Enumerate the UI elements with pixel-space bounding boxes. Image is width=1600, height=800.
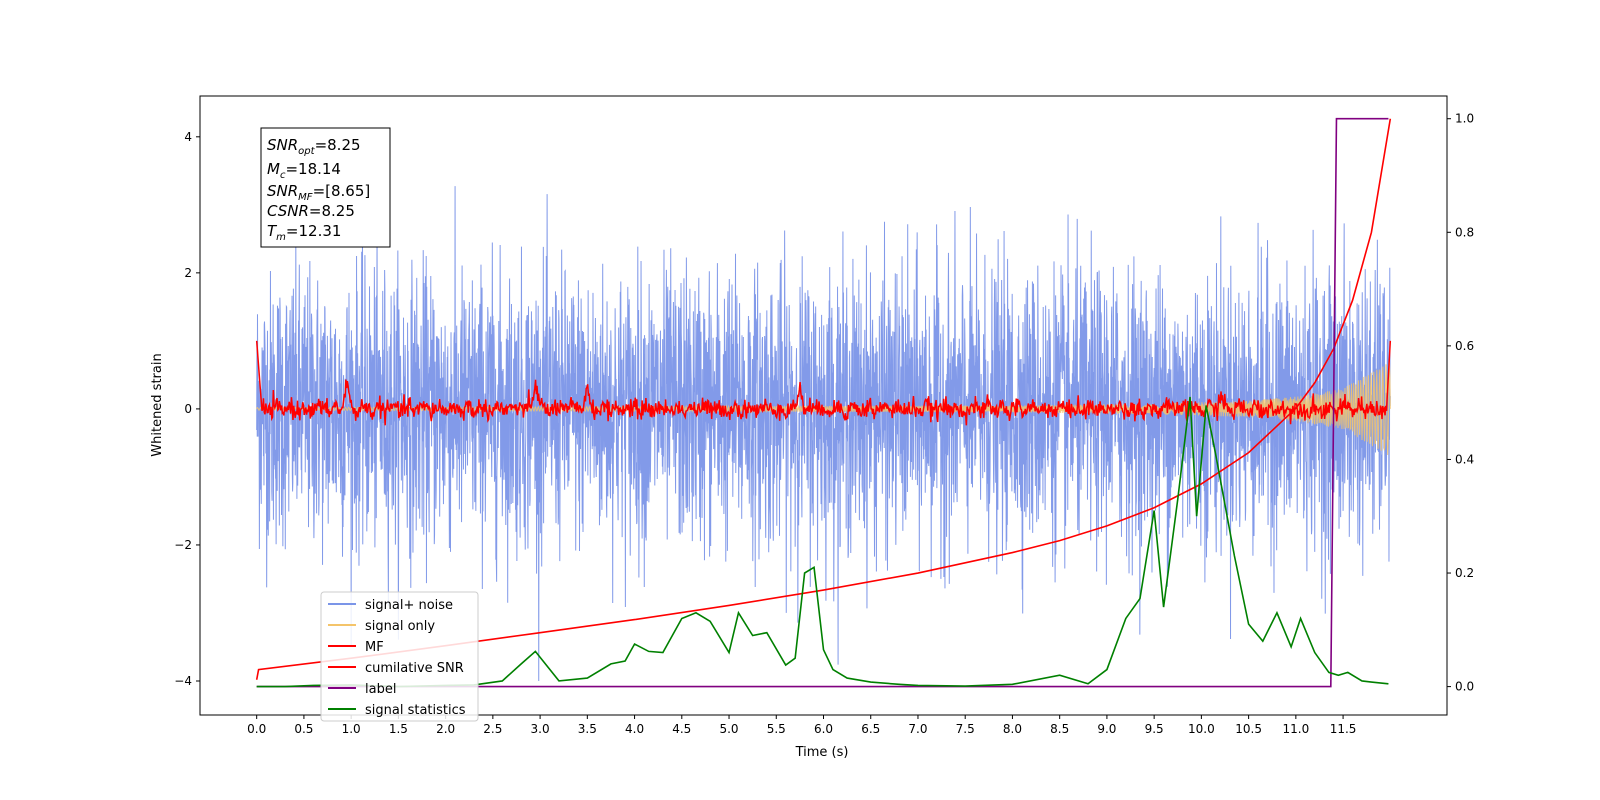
info-box-frame [260, 127, 391, 248]
legend-label-label: label [365, 682, 396, 697]
x-tick-label: 6.5 [861, 722, 880, 736]
x-tick-label: 0.0 [247, 722, 266, 736]
x-tick-label: 9.5 [1145, 722, 1164, 736]
x-tick-label: 11.5 [1330, 722, 1357, 736]
x-tick-label: 3.0 [531, 722, 550, 736]
y-tick-label: 0 [184, 402, 192, 416]
info-mc: Mc=18.14 [267, 160, 341, 181]
x-tick-label: 3.5 [578, 722, 597, 736]
x-tick-label: 11.0 [1282, 722, 1309, 736]
y2-tick-label: 0.4 [1455, 452, 1474, 466]
y-axis-left: −4 −2 0 2 4 [174, 130, 200, 688]
series-signal-statistics [256, 396, 1389, 688]
x-tick-label: 4.0 [625, 722, 644, 736]
legend-frame [320, 591, 479, 722]
y2-tick-label: 0.8 [1455, 225, 1474, 239]
x-tick-label: 7.5 [956, 722, 975, 736]
y-tick-label: −2 [174, 538, 192, 552]
x-tick-label: 6.0 [814, 722, 833, 736]
x-tick-label: 8.0 [1003, 722, 1022, 736]
x-tick-label: 5.0 [719, 722, 738, 736]
x-tick-label: 1.0 [342, 722, 361, 736]
x-axis: 0.0 0.5 1.0 1.5 2.0 2.5 3.0 3.5 4.0 4.5 5.0 5.5 6.0 6… [247, 715, 1356, 736]
y2-tick-label: 0.2 [1455, 566, 1474, 580]
x-tick-label: 2.5 [483, 722, 502, 736]
x-tick-label: 0.5 [294, 722, 313, 736]
y-tick-label: 4 [184, 130, 192, 144]
x-axis-label: Time (s) [795, 745, 849, 760]
info-box: SNRopt=8.25 Mc=18.14 SNRMF=[8.65] CSNR=8… [260, 127, 391, 248]
legend-label-mf: MF [365, 640, 384, 655]
y-axis-label: Whitened strain [150, 353, 165, 456]
series-label [256, 117, 1389, 688]
legend-label-cumulative-snr: cumilative SNR [365, 661, 464, 676]
x-tick-label: 2.0 [436, 722, 455, 736]
info-tm: Tm=12.31 [267, 222, 341, 243]
series-mf [255, 340, 1392, 426]
x-tick-label: 5.5 [767, 722, 786, 736]
y2-tick-label: 0.6 [1455, 339, 1474, 353]
y-axis-right: 0.0 0.2 0.4 0.6 0.8 1.0 [1447, 112, 1474, 694]
x-tick-label: 8.5 [1050, 722, 1069, 736]
legend: signal+ noise signal only MF cumilative … [320, 591, 479, 722]
y-tick-label: 2 [184, 266, 192, 280]
legend-label-signal-only: signal only [365, 619, 435, 634]
y2-tick-label: 0.0 [1455, 680, 1474, 694]
info-csnr: CSNR=8.25 [267, 202, 355, 220]
info-snr-opt: SNRopt=8.25 [267, 136, 361, 157]
info-snr-mf: SNRMF=[8.65] [267, 182, 370, 203]
legend-label-signal-statistics: signal statistics [365, 703, 466, 718]
x-tick-label: 1.5 [389, 722, 408, 736]
x-tick-label: 9.0 [1097, 722, 1116, 736]
legend-label-signal-noise: signal+ noise [365, 598, 453, 613]
x-tick-label: 10.5 [1235, 722, 1262, 736]
y2-tick-label: 1.0 [1455, 112, 1474, 126]
x-tick-label: 4.5 [672, 722, 691, 736]
x-tick-label: 10.0 [1188, 722, 1215, 736]
y-tick-label: −4 [174, 674, 192, 688]
x-tick-label: 7.0 [908, 722, 927, 736]
